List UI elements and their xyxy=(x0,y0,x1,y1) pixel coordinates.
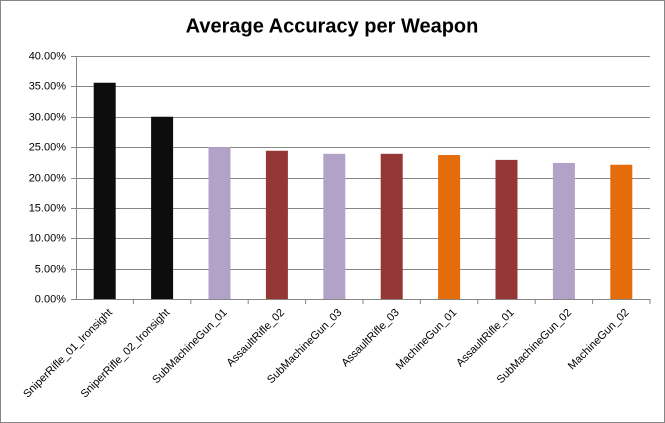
bar xyxy=(438,155,461,299)
y-tick-label: 25.00% xyxy=(29,141,67,153)
bar xyxy=(208,147,231,299)
bar xyxy=(93,82,116,299)
y-tick-label: 35.00% xyxy=(29,80,67,92)
bar xyxy=(323,153,346,299)
bar xyxy=(151,116,174,299)
y-tick-label: 0.00% xyxy=(35,293,66,305)
bar xyxy=(552,162,575,299)
bar xyxy=(265,150,288,299)
y-tick-label: 30.00% xyxy=(29,111,67,123)
y-tick-label: 10.00% xyxy=(29,232,67,244)
y-tick-label: 5.00% xyxy=(35,263,66,275)
bar xyxy=(380,153,403,299)
y-tick-label: 20.00% xyxy=(29,172,67,184)
chart-title: Average Accuracy per Weapon xyxy=(186,15,479,37)
bar xyxy=(610,164,633,299)
y-tick-label: 40.00% xyxy=(29,50,67,62)
y-tick-label: 15.00% xyxy=(29,202,67,214)
bar xyxy=(495,159,518,299)
